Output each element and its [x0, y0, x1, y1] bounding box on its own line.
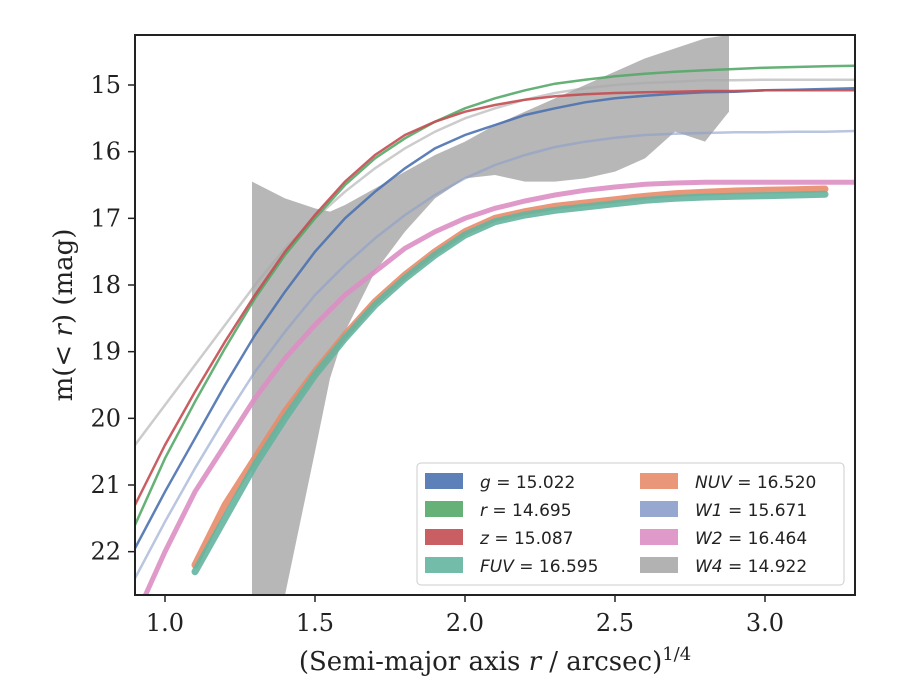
legend-entry-label: W2 = 16.464: [695, 529, 807, 549]
y-axis-label: m(< r) (mag): [49, 229, 79, 402]
legend-swatch: [640, 501, 678, 517]
legend-entry-label: z = 15.087: [479, 529, 573, 549]
series-line-r: [135, 64, 855, 527]
legend-entry-label: FUV = 16.595: [480, 557, 598, 577]
legend-entry-label: W1 = 15.671: [695, 501, 807, 521]
y-tick-label: 19: [90, 338, 121, 366]
plot-frame: [134, 34, 856, 596]
x-tick-label: 1.0: [146, 609, 184, 637]
legend-swatch: [640, 557, 678, 573]
legend-swatch: [425, 557, 463, 573]
y-tick-label: 18: [90, 271, 121, 299]
legend: g = 15.022 r = 14.695 z = 15.087 FUV = 16.5…: [416, 462, 845, 586]
x-tick-label: 2.5: [596, 609, 634, 637]
legend-frame: [416, 462, 845, 586]
series-line-w1: [135, 129, 855, 580]
series-line-z: [135, 89, 855, 507]
legend-entry-label: g = 15.022: [480, 473, 575, 493]
legend-swatch: [425, 501, 463, 517]
y-tick-label: 15: [90, 71, 121, 99]
series-lines: [135, 64, 855, 595]
y-tick-label: 17: [90, 204, 121, 232]
y-tick-label: 22: [90, 538, 121, 566]
y-tick-label: 20: [90, 404, 121, 432]
y-tick-label: 16: [90, 138, 121, 166]
series-line-w2: [142, 179, 855, 595]
y-tick-label: 21: [90, 471, 121, 499]
legend-swatch: [640, 473, 678, 489]
x-tick-label: 3.0: [746, 609, 784, 637]
x-tick-label: 1.5: [296, 609, 334, 637]
series-line-fuv: [191, 190, 829, 576]
legend-swatch: [425, 473, 463, 489]
legend-entry-label: W4 = 14.922: [695, 557, 807, 577]
x-tick-label: 2.0: [446, 609, 484, 637]
legend-swatch: [640, 529, 678, 545]
legend-swatch: [425, 529, 463, 545]
x-axis-label: (Semi-major axis r / arcsec)1/4: [299, 644, 691, 677]
series-line-w4: [135, 78, 855, 447]
legend-entry-label: NUV = 16.520: [695, 473, 816, 493]
legend-entry-label: r = 14.695: [480, 501, 572, 521]
axis-ticks: 1.0 1.5 2.0 2.5 3.0 15 16 17 18 19 20 21 22: [90, 71, 784, 637]
